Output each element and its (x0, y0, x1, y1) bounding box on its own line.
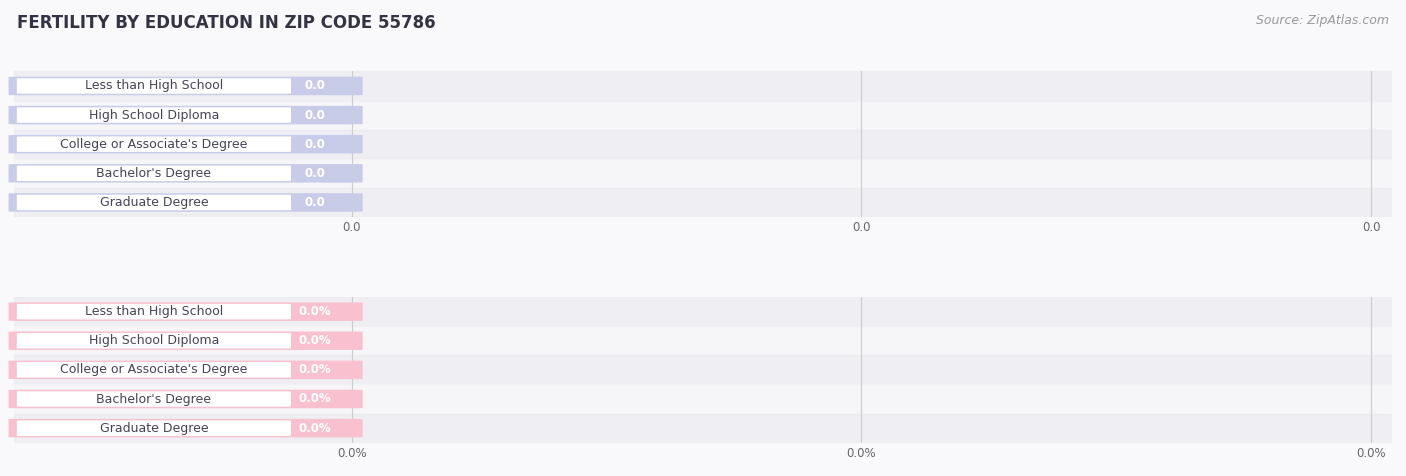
Text: Graduate Degree: Graduate Degree (100, 196, 208, 209)
FancyBboxPatch shape (8, 193, 363, 212)
Text: Bachelor's Degree: Bachelor's Degree (97, 393, 211, 406)
Text: Less than High School: Less than High School (84, 79, 224, 92)
Text: Source: ZipAtlas.com: Source: ZipAtlas.com (1256, 14, 1389, 27)
FancyBboxPatch shape (8, 302, 363, 321)
Text: 0.0: 0.0 (304, 79, 325, 92)
Text: 0.0%: 0.0% (298, 422, 330, 435)
FancyBboxPatch shape (8, 135, 363, 153)
Bar (14, 71, 1392, 100)
Text: 0.0%: 0.0% (298, 393, 330, 406)
FancyBboxPatch shape (17, 362, 291, 377)
Text: 0.0%: 0.0% (298, 305, 330, 318)
Text: Bachelor's Degree: Bachelor's Degree (97, 167, 211, 180)
Text: 0.0: 0.0 (304, 167, 325, 180)
Text: Graduate Degree: Graduate Degree (100, 422, 208, 435)
Bar (14, 159, 1392, 188)
FancyBboxPatch shape (8, 390, 363, 408)
FancyBboxPatch shape (17, 78, 291, 94)
FancyBboxPatch shape (17, 420, 291, 436)
Bar (14, 414, 1392, 443)
Bar (14, 326, 1392, 355)
FancyBboxPatch shape (17, 304, 291, 319)
FancyBboxPatch shape (17, 166, 291, 181)
FancyBboxPatch shape (8, 106, 363, 124)
Text: 0.0: 0.0 (304, 109, 325, 121)
Bar (14, 355, 1392, 385)
Text: College or Associate's Degree: College or Associate's Degree (60, 363, 247, 377)
Text: 0.0%: 0.0% (298, 334, 330, 347)
Bar (14, 129, 1392, 159)
Text: 0.0: 0.0 (304, 196, 325, 209)
FancyBboxPatch shape (8, 77, 363, 95)
FancyBboxPatch shape (8, 419, 363, 437)
Text: 0.0: 0.0 (304, 138, 325, 151)
FancyBboxPatch shape (8, 361, 363, 379)
FancyBboxPatch shape (17, 391, 291, 407)
Text: Less than High School: Less than High School (84, 305, 224, 318)
Text: High School Diploma: High School Diploma (89, 334, 219, 347)
FancyBboxPatch shape (8, 164, 363, 183)
FancyBboxPatch shape (8, 331, 363, 350)
Bar (14, 100, 1392, 129)
FancyBboxPatch shape (17, 333, 291, 348)
Text: 0.0%: 0.0% (298, 363, 330, 377)
Bar (14, 188, 1392, 217)
FancyBboxPatch shape (17, 195, 291, 210)
FancyBboxPatch shape (17, 137, 291, 152)
FancyBboxPatch shape (17, 107, 291, 123)
Text: College or Associate's Degree: College or Associate's Degree (60, 138, 247, 151)
Bar (14, 385, 1392, 414)
Text: High School Diploma: High School Diploma (89, 109, 219, 121)
Bar (14, 297, 1392, 326)
Text: FERTILITY BY EDUCATION IN ZIP CODE 55786: FERTILITY BY EDUCATION IN ZIP CODE 55786 (17, 14, 436, 32)
